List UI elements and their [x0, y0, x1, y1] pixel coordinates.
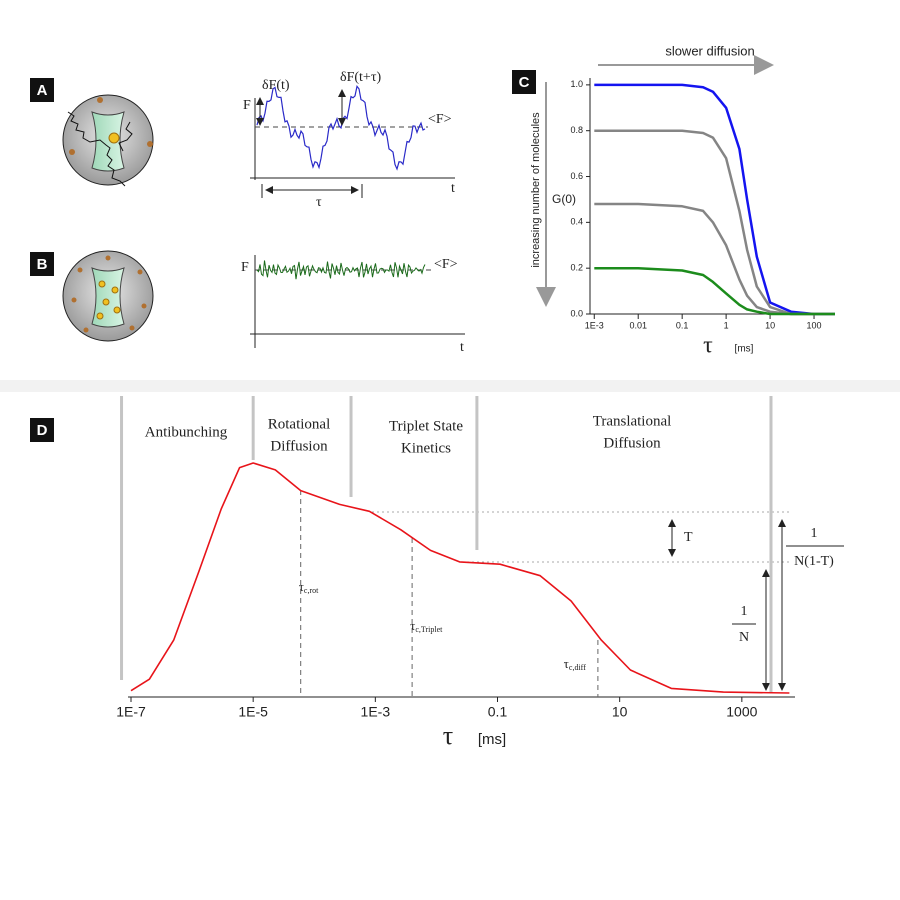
x-label: t — [451, 181, 455, 196]
molecule — [71, 297, 77, 303]
x-tick-label: 1E-3 — [585, 320, 604, 330]
df-label: δF(t) — [262, 78, 290, 93]
panel-label-box — [512, 70, 536, 94]
marker-subscript: c,diff — [569, 663, 586, 672]
side-annotation: increasing number of molecules — [530, 112, 542, 268]
mean-label: <F> — [434, 257, 458, 272]
series-line — [594, 83, 835, 316]
panel-label: C — [519, 74, 530, 91]
molecule — [105, 255, 111, 261]
annotation: N — [739, 630, 749, 645]
divider — [0, 380, 900, 392]
molecules — [96, 280, 121, 320]
top-annotation: slower diffusion — [665, 43, 754, 58]
panel-a: A F <F> t δF(t) δF(t+τ) τ — [30, 70, 455, 210]
x-tick-label: 1000 — [726, 704, 757, 720]
annotation: 1 — [741, 604, 748, 619]
x-unit: [ms] — [735, 344, 754, 355]
region-label: Triplet State — [389, 418, 463, 434]
annotation: N(1-T) — [794, 554, 834, 569]
marker-subscript: c,Triplet — [415, 625, 443, 634]
fluorescence-trace — [256, 85, 426, 171]
marker-subscript: c,rot — [304, 586, 319, 595]
molecule — [83, 327, 89, 333]
x-tick-label: 10 — [765, 320, 775, 330]
y-tick-label: 0.6 — [570, 171, 583, 181]
y-label: F — [243, 98, 251, 113]
molecule-path — [118, 121, 133, 152]
region-label: Diffusion — [270, 438, 328, 454]
marker-symbol: τ — [564, 656, 569, 671]
panel-label: B — [37, 256, 48, 273]
y-tick-label: 1.0 — [570, 79, 583, 89]
molecule — [69, 149, 75, 155]
lag-label: τ — [316, 195, 322, 210]
molecule — [141, 303, 147, 309]
molecule — [147, 141, 153, 147]
x-tick-label: 10 — [612, 704, 628, 720]
annotation: T — [684, 530, 693, 545]
molecule-path — [67, 111, 126, 187]
marker-symbol: τ — [410, 618, 415, 633]
x-tick-label: 1E-5 — [238, 704, 268, 720]
molecule — [96, 312, 104, 320]
molecule — [129, 325, 135, 331]
region-label: Antibunching — [145, 424, 228, 440]
molecule — [111, 286, 119, 294]
x-tick-label: 0.1 — [488, 704, 508, 720]
marker-label: τc,Triplet — [410, 618, 443, 634]
x-tick-label: 1E-7 — [116, 704, 146, 720]
panel-label-box — [30, 252, 54, 276]
df-tau-label: δF(t+τ) — [340, 70, 381, 85]
x-label: τ — [443, 721, 453, 750]
y-label: G(0) — [552, 192, 576, 206]
region-label: Kinetics — [401, 440, 451, 456]
region-label: Diffusion — [603, 435, 661, 451]
region-label: Rotational — [268, 416, 331, 432]
marker-symbol: τ — [299, 579, 304, 594]
x-label: τ — [703, 333, 713, 359]
y-label: F — [241, 260, 249, 275]
molecule — [77, 267, 83, 273]
x-tick-label: 1 — [724, 320, 729, 330]
annotation: 1 — [811, 526, 818, 541]
molecule — [97, 97, 103, 103]
region-label: Translational — [593, 413, 672, 429]
x-label: t — [460, 340, 464, 355]
molecule — [98, 280, 106, 288]
y-tick-label: 0.4 — [570, 217, 583, 227]
molecule — [102, 298, 110, 306]
fluorescence-trace — [256, 260, 426, 280]
y-tick-label: 0.0 — [570, 308, 583, 318]
marker-label: τc,rot — [299, 579, 319, 595]
series-line — [594, 202, 835, 316]
detection-volume — [91, 267, 125, 328]
x-tick-label: 0.01 — [629, 320, 647, 330]
panel-b: B F <F> t — [30, 250, 465, 355]
x-unit: [ms] — [478, 731, 506, 748]
series-line — [594, 266, 835, 316]
y-tick-label: 0.8 — [570, 125, 583, 135]
series-line — [594, 129, 835, 316]
x-tick-label: 100 — [807, 320, 822, 330]
panel-label: A — [37, 82, 48, 99]
panel-label-box — [30, 78, 54, 102]
panel-label-box — [30, 418, 54, 442]
detection-volume — [91, 111, 125, 172]
molecule — [137, 269, 143, 275]
molecule — [108, 132, 120, 144]
molecules — [71, 255, 147, 333]
x-tick-label: 1E-3 — [361, 704, 391, 720]
panel-label: D — [37, 422, 48, 439]
y-tick-label: 0.2 — [570, 263, 583, 273]
mean-label: <F> — [428, 112, 452, 127]
molecule — [113, 306, 121, 314]
marker-label: τc,diff — [564, 656, 587, 672]
series-line — [130, 462, 790, 694]
x-tick-label: 0.1 — [676, 320, 689, 330]
